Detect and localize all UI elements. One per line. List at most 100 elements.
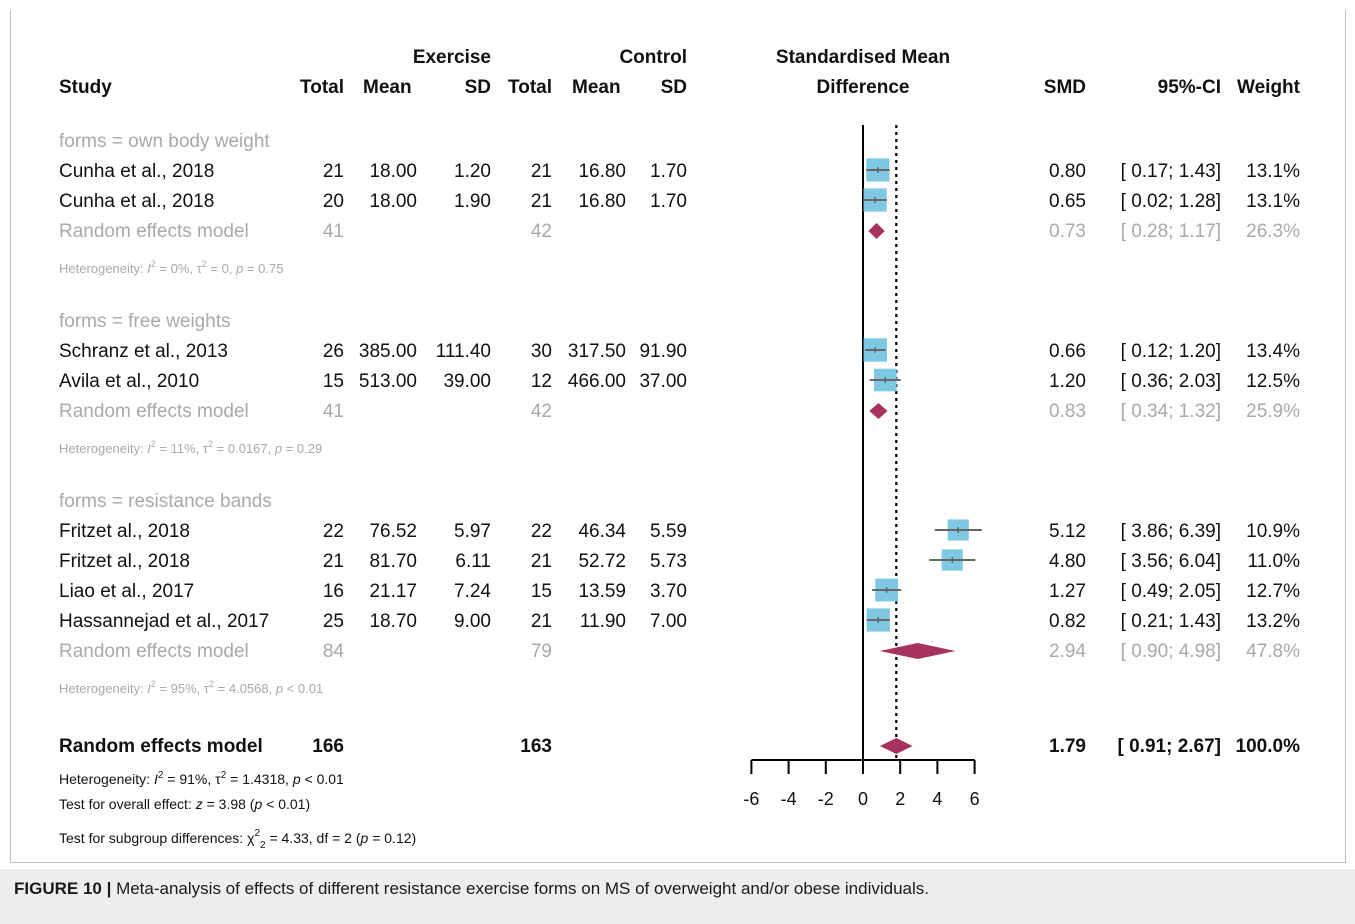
study-sd-control: 1.70 <box>650 191 687 212</box>
header-plot-subtitle: Difference <box>817 77 910 98</box>
study-smd: 0.80 <box>1049 161 1086 182</box>
study-smd: 5.12 <box>1049 521 1086 542</box>
study-sd-control: 91.90 <box>639 341 687 362</box>
overall-total-control: 163 <box>520 736 552 757</box>
study-mean-control: 466.00 <box>568 371 626 392</box>
subgroup-model-smd: 0.83 <box>1049 401 1086 422</box>
subgroup-model-label: Random effects model <box>59 641 249 662</box>
overall-model-diamond <box>879 738 913 754</box>
caption-body: Meta-analysis of effects of different re… <box>111 879 930 898</box>
study-weight: 12.7% <box>1246 581 1300 602</box>
study-sd-exercise: 1.20 <box>454 161 491 182</box>
study-total-exercise: 15 <box>323 371 344 392</box>
study-weight: 11.0% <box>1248 551 1301 572</box>
study-total-control: 30 <box>531 341 552 362</box>
study-total-control: 22 <box>531 521 552 542</box>
subgroup-model-diamond <box>869 403 888 419</box>
subgroup-label: forms = resistance bands <box>59 491 272 512</box>
study-sd-exercise: 1.90 <box>454 191 491 212</box>
subgroup-model-total-control: 42 <box>531 401 552 422</box>
figure-caption: FIGURE 10 | Meta-analysis of effects of … <box>0 869 1355 924</box>
header-weight: Weight <box>1237 77 1301 98</box>
x-axis-tick-label: 0 <box>858 789 868 809</box>
study-sd-control: 3.70 <box>650 581 687 602</box>
study-name: Cunha et al., 2018 <box>59 191 214 212</box>
study-total-control: 12 <box>531 371 552 392</box>
subgroup-model-ci: [ 0.90; 4.98] <box>1121 641 1221 662</box>
study-sd-control: 5.59 <box>650 521 687 542</box>
study-total-control: 15 <box>531 581 552 602</box>
subgroup-model-smd: 0.73 <box>1049 221 1086 242</box>
header-mean-control: Mean <box>572 77 621 98</box>
study-smd: 1.27 <box>1049 581 1086 602</box>
header-sd-exercise: SD <box>465 77 491 98</box>
study-smd: 0.82 <box>1049 611 1086 632</box>
study-sd-control: 5.73 <box>650 551 687 572</box>
study-mean-exercise: 18.00 <box>369 191 417 212</box>
overall-effect-test: Test for overall effect: z = 3.98 (p < 0… <box>59 796 310 812</box>
study-name: Schranz et al., 2013 <box>59 341 228 362</box>
subgroup-model-ci: [ 0.28; 1.17] <box>1121 221 1221 242</box>
subgroup-heterogeneity: Heterogeneity: I2 = 11%, τ2 = 0.0167, p … <box>59 439 322 456</box>
study-smd: 0.65 <box>1049 191 1086 212</box>
header-control: Control <box>619 47 687 68</box>
header-mean-exercise: Mean <box>363 77 412 98</box>
study-total-exercise: 16 <box>323 581 344 602</box>
study-mean-exercise: 81.70 <box>369 551 417 572</box>
subgroup-difference-test: Test for subgroup differences: χ22 = 4.3… <box>59 828 416 851</box>
study-ci: [ 0.36; 2.03] <box>1121 371 1221 392</box>
header-total-control: Total <box>508 77 552 98</box>
study-name: Avila et al., 2010 <box>59 371 199 392</box>
study-mean-exercise: 76.52 <box>369 521 417 542</box>
overall-model-label: Random effects model <box>59 736 263 757</box>
subgroup-model-total-exercise: 41 <box>323 221 344 242</box>
study-mean-control: 52.72 <box>578 551 626 572</box>
forest-plot: Exercise Control Standardised Mean Differen… <box>59 47 1301 851</box>
study-total-exercise: 21 <box>323 551 344 572</box>
x-axis-tick-label: -4 <box>781 789 797 809</box>
overall-ci: [ 0.91; 2.67] <box>1118 736 1222 757</box>
figure-frame <box>10 10 1346 863</box>
subgroup-label: forms = own body weight <box>59 131 270 152</box>
subgroup-heterogeneity: Heterogeneity: I2 = 95%, τ2 = 4.0568, p … <box>59 679 323 696</box>
caption-label: FIGURE 10 | <box>14 879 112 898</box>
study-total-control: 21 <box>531 611 552 632</box>
subgroup-model-smd: 2.94 <box>1049 641 1086 662</box>
study-sd-control: 1.70 <box>650 161 687 182</box>
study-total-exercise: 25 <box>323 611 344 632</box>
header-sd-control: SD <box>661 77 687 98</box>
study-name: Hassannejad et al., 2017 <box>59 611 269 632</box>
overall-heterogeneity: Heterogeneity: I2 = 91%, τ2 = 1.4318, p … <box>59 770 344 787</box>
study-total-exercise: 26 <box>323 341 344 362</box>
study-mean-control: 46.34 <box>578 521 626 542</box>
study-ci: [ 3.56; 6.04] <box>1121 551 1221 572</box>
study-weight: 12.5% <box>1246 371 1300 392</box>
header-total-exercise: Total <box>300 77 344 98</box>
subgroup-model-total-exercise: 41 <box>323 401 344 422</box>
subgroup-model-diamond <box>868 223 885 239</box>
study-name: Liao et al., 2017 <box>59 581 194 602</box>
subgroup-model-diamond <box>879 643 956 659</box>
study-ci: [ 0.49; 2.05] <box>1121 581 1221 602</box>
study-ci: [ 0.02; 1.28] <box>1121 191 1221 212</box>
study-sd-exercise: 111.40 <box>436 341 491 362</box>
study-name: Fritzet al., 2018 <box>59 551 190 572</box>
subgroup-model-weight: 25.9% <box>1246 401 1300 422</box>
study-name: Cunha et al., 2018 <box>59 161 214 182</box>
subgroup-model-ci: [ 0.34; 1.32] <box>1121 401 1221 422</box>
overall-weight: 100.0% <box>1236 736 1301 757</box>
subgroup-model-total-exercise: 84 <box>323 641 345 662</box>
study-name: Fritzet al., 2018 <box>59 521 190 542</box>
study-mean-exercise: 385.00 <box>359 341 417 362</box>
study-mean-control: 16.80 <box>578 161 626 182</box>
overall-total-exercise: 166 <box>312 736 344 757</box>
study-mean-control: 13.59 <box>578 581 626 602</box>
overall-smd: 1.79 <box>1049 736 1086 757</box>
study-sd-exercise: 39.00 <box>443 371 491 392</box>
study-mean-exercise: 21.17 <box>369 581 417 602</box>
subgroup-model-weight: 47.8% <box>1246 641 1300 662</box>
header-study: Study <box>59 77 112 98</box>
study-total-control: 21 <box>531 161 552 182</box>
study-ci: [ 0.17; 1.43] <box>1121 161 1221 182</box>
study-weight: 13.1% <box>1246 161 1300 182</box>
